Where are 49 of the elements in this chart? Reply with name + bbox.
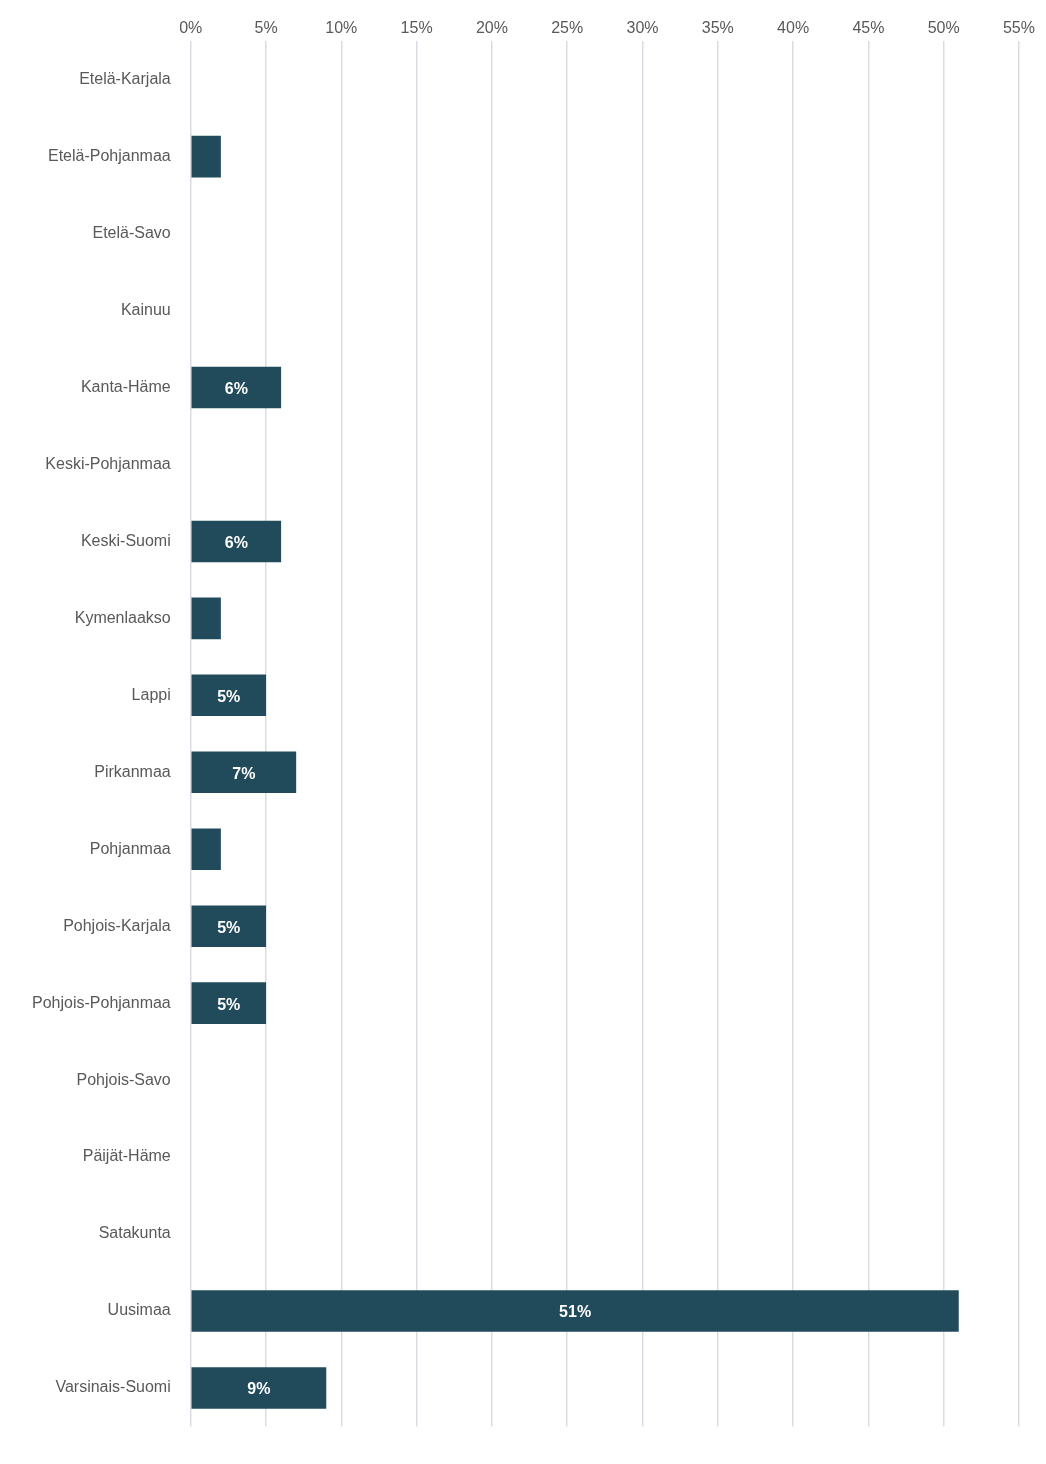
y-tick-label: Kanta-Häme	[80, 377, 171, 395]
x-tick-label: 5%	[254, 19, 278, 37]
x-tick-label: 20%	[475, 19, 508, 37]
data-label: 6%	[224, 379, 248, 397]
y-tick-label: Etelä-Savo	[92, 224, 171, 241]
bar	[191, 597, 221, 640]
bar	[191, 828, 221, 871]
data-label: 6%	[224, 533, 248, 551]
bar	[191, 1290, 959, 1332]
bar	[191, 1367, 327, 1409]
y-tick-label: Uusimaa	[107, 1301, 171, 1319]
x-tick-label: 55%	[1002, 19, 1035, 37]
bar	[191, 135, 221, 178]
data-label: 5%	[217, 687, 241, 705]
y-tick-label: Satakunta	[98, 1224, 171, 1242]
data-label: 5%	[217, 995, 241, 1013]
y-tick-label: Etelä-Karjala	[79, 70, 171, 88]
x-tick-label: 30%	[626, 19, 659, 37]
y-tick-label: Pohjois-Pohjanmaa	[32, 993, 171, 1011]
bar	[191, 905, 267, 947]
x-tick-label: 40%	[777, 19, 810, 37]
x-tick-label: 35%	[701, 19, 734, 37]
y-tick-label: Pirkanmaa	[94, 762, 171, 780]
y-tick-label: Keski-Pohjanmaa	[45, 454, 171, 472]
y-tick-label: Kainuu	[120, 300, 171, 318]
x-tick-label: 50%	[927, 19, 960, 37]
x-tick-label: 10%	[325, 19, 358, 37]
x-tick-label: 15%	[400, 19, 433, 37]
bar	[191, 520, 282, 563]
y-tick-label: Etelä-Pohjanmaa	[48, 147, 171, 165]
bar	[191, 982, 267, 1024]
y-tick-label: Pohjanmaa	[89, 839, 171, 857]
data-label: 51%	[559, 1303, 592, 1321]
data-label: 7%	[232, 764, 256, 782]
bar	[191, 751, 297, 794]
y-tick-label: Päijät-Häme	[82, 1147, 171, 1165]
bar	[191, 366, 282, 409]
data-label: 9%	[247, 1380, 271, 1398]
y-tick-label: Pohjois-Savo	[76, 1070, 171, 1088]
y-tick-label: Pohjois-Karjala	[63, 916, 171, 934]
y-tick-label: Lappi	[131, 685, 171, 703]
y-tick-label: Varsinais-Suomi	[55, 1378, 171, 1396]
bar	[191, 674, 267, 717]
y-tick-label: Keski-Suomi	[80, 531, 171, 549]
y-tick-label: Kymenlaakso	[74, 608, 171, 626]
data-label: 5%	[217, 918, 241, 936]
x-tick-label: 25%	[551, 19, 584, 37]
x-tick-label: 0%	[179, 19, 203, 37]
x-tick-label: 45%	[852, 19, 885, 37]
